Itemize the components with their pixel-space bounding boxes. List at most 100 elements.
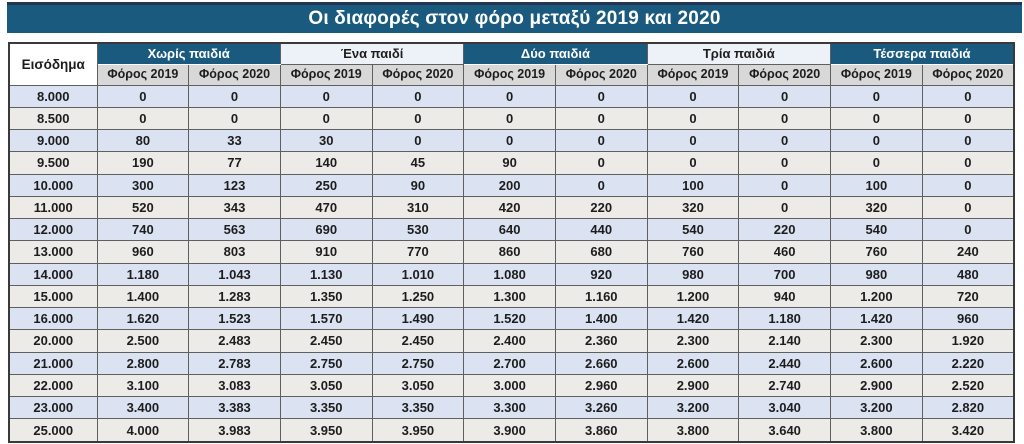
tax-value-cell: 0 bbox=[463, 84, 556, 108]
sub-column-header: Φόρος 2020 bbox=[554, 63, 648, 86]
income-cell: 11.000 bbox=[8, 195, 98, 220]
tax-value-cell: 440 bbox=[554, 217, 648, 242]
tax-value-cell: 0 bbox=[371, 106, 465, 131]
tax-value-cell: 1.043 bbox=[188, 262, 281, 286]
tax-value-cell: 2.900 bbox=[830, 373, 923, 398]
tax-value-cell: 2.300 bbox=[646, 329, 740, 353]
tax-value-cell: 3.260 bbox=[554, 395, 648, 420]
tax-value-cell: 2.450 bbox=[371, 329, 465, 353]
sub-column-header: Φόρος 2019 bbox=[646, 63, 740, 86]
tax-value-cell: 2.220 bbox=[921, 351, 1015, 375]
tax-value-cell: 2.820 bbox=[921, 395, 1015, 420]
tax-value-cell: 0 bbox=[921, 151, 1015, 175]
tax-value-cell: 0 bbox=[96, 84, 190, 108]
tax-value-cell: 1.010 bbox=[371, 262, 465, 286]
tax-value-cell: 0 bbox=[371, 128, 465, 153]
tax-value-cell: 0 bbox=[738, 84, 831, 108]
tax-value-cell: 1.250 bbox=[371, 284, 465, 309]
table-body: 8.000 0 0 0 0 0 0 0 0 0 0 8.500 0 0 0 0 0 0 0 0 0 0 9.000 80 33 3… bbox=[8, 84, 1015, 443]
tax-value-cell: 1.160 bbox=[554, 284, 648, 309]
tax-value-cell: 980 bbox=[830, 262, 923, 286]
income-cell: 22.000 bbox=[8, 373, 98, 398]
income-column-header: Εισόδημα bbox=[8, 42, 98, 86]
tax-value-cell: 220 bbox=[738, 217, 831, 242]
income-cell: 9.000 bbox=[8, 128, 98, 153]
tax-value-cell: 1.420 bbox=[646, 306, 740, 331]
tax-value-cell: 540 bbox=[646, 217, 740, 242]
tax-value-cell: 80 bbox=[96, 128, 190, 153]
tax-value-cell: 1.620 bbox=[96, 306, 190, 331]
tax-value-cell: 2.900 bbox=[646, 373, 740, 398]
tax-value-cell: 200 bbox=[463, 173, 556, 197]
tax-value-cell: 123 bbox=[188, 173, 281, 197]
table-row: 8.500 0 0 0 0 0 0 0 0 0 0 bbox=[8, 106, 1015, 131]
table-row: 10.000 300 123 250 90 200 0 100 0 100 0 bbox=[8, 173, 1015, 197]
column-group-header: Τρία παιδιά bbox=[646, 42, 832, 65]
tax-value-cell: 0 bbox=[554, 84, 648, 108]
tax-value-cell: 2.500 bbox=[96, 329, 190, 353]
table-title-bar: Οι διαφορές στον φόρο μεταξύ 2019 και 20… bbox=[7, 2, 1022, 33]
sub-column-header: Φόρος 2019 bbox=[96, 63, 190, 86]
tax-value-cell: 240 bbox=[921, 240, 1015, 264]
tax-value-cell: 2.750 bbox=[371, 351, 465, 375]
tax-value-cell: 803 bbox=[188, 240, 281, 264]
tax-value-cell: 0 bbox=[554, 151, 648, 175]
tax-value-cell: 920 bbox=[554, 262, 648, 286]
tax-value-cell: 2.800 bbox=[96, 351, 190, 375]
tax-value-cell: 0 bbox=[646, 151, 740, 175]
tax-value-cell: 0 bbox=[96, 106, 190, 131]
tax-value-cell: 2.960 bbox=[554, 373, 648, 398]
tax-value-cell: 910 bbox=[279, 240, 373, 264]
tax-value-cell: 563 bbox=[188, 217, 281, 242]
table-row: 16.000 1.620 1.523 1.570 1.490 1.520 1.400 1.42… bbox=[8, 306, 1015, 331]
income-cell: 8.500 bbox=[8, 106, 98, 131]
tax-value-cell: 3.040 bbox=[738, 395, 831, 420]
tax-value-cell: 1.400 bbox=[554, 306, 648, 331]
tax-value-cell: 640 bbox=[463, 217, 556, 242]
tax-value-cell: 680 bbox=[554, 240, 648, 264]
tax-value-cell: 310 bbox=[371, 195, 465, 220]
sub-column-header: Φόρος 2020 bbox=[188, 63, 281, 86]
tax-comparison-table: Εισόδημα Χωρίς παιδιά Ένα παιδί Δύο παιδιά… bbox=[8, 42, 1015, 443]
tax-value-cell: 0 bbox=[554, 106, 648, 131]
tax-value-cell: 720 bbox=[921, 284, 1015, 309]
tax-value-cell: 0 bbox=[830, 128, 923, 153]
table-row: 13.000 960 803 910 770 860 680 760 460 760 240 bbox=[8, 240, 1015, 264]
tax-value-cell: 960 bbox=[921, 306, 1015, 331]
table-header: Εισόδημα Χωρίς παιδιά Ένα παιδί Δύο παιδιά… bbox=[8, 42, 1015, 86]
column-group-header: Ένα παιδί bbox=[279, 42, 465, 65]
tax-value-cell: 460 bbox=[738, 240, 831, 264]
tax-value-cell: 30 bbox=[279, 128, 373, 153]
tax-value-cell: 470 bbox=[279, 195, 373, 220]
tax-value-cell: 1.300 bbox=[463, 284, 556, 309]
sub-column-header: Φόρος 2019 bbox=[830, 63, 923, 86]
tax-value-cell: 320 bbox=[830, 195, 923, 220]
tax-value-cell: 520 bbox=[96, 195, 190, 220]
tax-value-cell: 940 bbox=[738, 284, 831, 309]
income-cell: 20.000 bbox=[8, 329, 98, 353]
tax-value-cell: 700 bbox=[738, 262, 831, 286]
tax-value-cell: 3.800 bbox=[646, 418, 740, 443]
tax-value-cell: 1.570 bbox=[279, 306, 373, 331]
tax-value-cell: 2.660 bbox=[554, 351, 648, 375]
tax-value-cell: 3.383 bbox=[188, 395, 281, 420]
tax-value-cell: 0 bbox=[463, 106, 556, 131]
tax-value-cell: 0 bbox=[646, 128, 740, 153]
tax-value-cell: 1.350 bbox=[279, 284, 373, 309]
tax-value-cell: 2.520 bbox=[921, 373, 1015, 398]
tax-value-cell: 2.750 bbox=[279, 351, 373, 375]
tax-value-cell: 2.600 bbox=[646, 351, 740, 375]
income-cell: 25.000 bbox=[8, 418, 98, 443]
sub-column-header: Φόρος 2020 bbox=[921, 63, 1015, 86]
tax-value-cell: 3.420 bbox=[921, 418, 1015, 443]
tax-value-cell: 2.740 bbox=[738, 373, 831, 398]
tax-value-cell: 2.450 bbox=[279, 329, 373, 353]
tax-value-cell: 3.050 bbox=[279, 373, 373, 398]
tax-value-cell: 3.350 bbox=[371, 395, 465, 420]
tax-value-cell: 480 bbox=[921, 262, 1015, 286]
table-row: 11.000 520 343 470 310 420 220 320 0 320 0 bbox=[8, 195, 1015, 220]
tax-value-cell: 1.400 bbox=[96, 284, 190, 309]
tax-value-cell: 1.420 bbox=[830, 306, 923, 331]
tax-value-cell: 0 bbox=[738, 106, 831, 131]
table-row: 20.000 2.500 2.483 2.450 2.450 2.400 2.360 2.30… bbox=[8, 329, 1015, 353]
